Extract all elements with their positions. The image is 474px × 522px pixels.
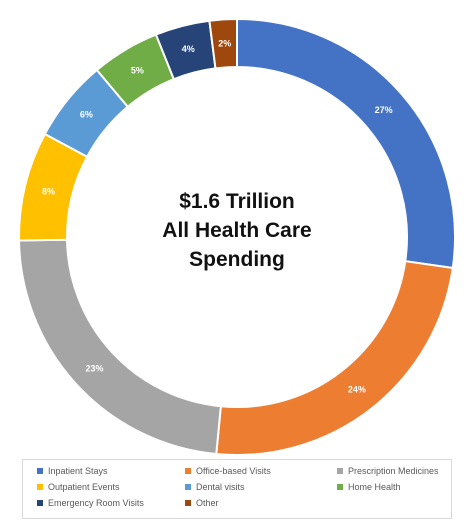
legend-swatch (37, 500, 43, 506)
chart-legend: Inpatient Stays Office-based Visits Prescr… (22, 459, 452, 519)
legend-item-outpatient-events: Outpatient Events (37, 479, 185, 495)
legend-label: Other (196, 498, 219, 508)
legend-item-home-health: Home Health (337, 479, 465, 495)
legend-swatch (185, 500, 191, 506)
legend-label: Prescription Medicines (348, 466, 439, 476)
legend-swatch (337, 484, 343, 490)
donut-slices (18, 17, 456, 455)
slice-label-other: 2% (218, 38, 231, 48)
legend-item-inpatient-stays: Inpatient Stays (37, 463, 185, 479)
slice-label-emergency-room-visits: 4% (182, 44, 195, 54)
legend-label: Outpatient Events (48, 482, 120, 492)
slice-labels: 27% 24% 23% 8% 6% 5% 4% 2% (42, 38, 393, 394)
slice-label-inpatient-stays: 27% (375, 105, 393, 115)
legend-label: Inpatient Stays (48, 466, 108, 476)
slice-label-home-health: 5% (131, 66, 144, 76)
center-title-line-3: Spending (189, 248, 285, 271)
slice-label-prescription-medicines: 23% (85, 364, 103, 374)
donut-chart: 27% 24% 23% 8% 6% 5% 4% 2% $1.6 Trillion All He… (18, 17, 456, 455)
center-title-line-1: $1.6 Trillion (179, 190, 295, 213)
slice-prescription-medicines (18, 238, 222, 455)
legend-item-dental-visits: Dental visits (185, 479, 337, 495)
legend-item-office-based-visits: Office-based Visits (185, 463, 337, 479)
slice-label-dental-visits: 6% (80, 110, 93, 120)
legend-item-emergency-room-visits: Emergency Room Visits (37, 495, 185, 511)
legend-swatch (37, 468, 43, 474)
legend-item-prescription-medicines: Prescription Medicines (337, 463, 465, 479)
legend-label: Office-based Visits (196, 466, 271, 476)
legend-swatch (185, 484, 191, 490)
legend-swatch (185, 468, 191, 474)
slice-label-outpatient-events: 8% (42, 186, 55, 196)
slice-office-based-visits (215, 260, 454, 455)
slice-other (208, 17, 238, 70)
legend-label: Dental visits (196, 482, 245, 492)
legend-item-other: Other (185, 495, 337, 511)
legend-swatch (337, 468, 343, 474)
legend-swatch (37, 484, 43, 490)
legend-label: Emergency Room Visits (48, 498, 144, 508)
slice-label-office-based-visits: 24% (348, 384, 366, 394)
legend-label: Home Health (348, 482, 401, 492)
center-title-line-2: All Health Care (162, 219, 311, 242)
